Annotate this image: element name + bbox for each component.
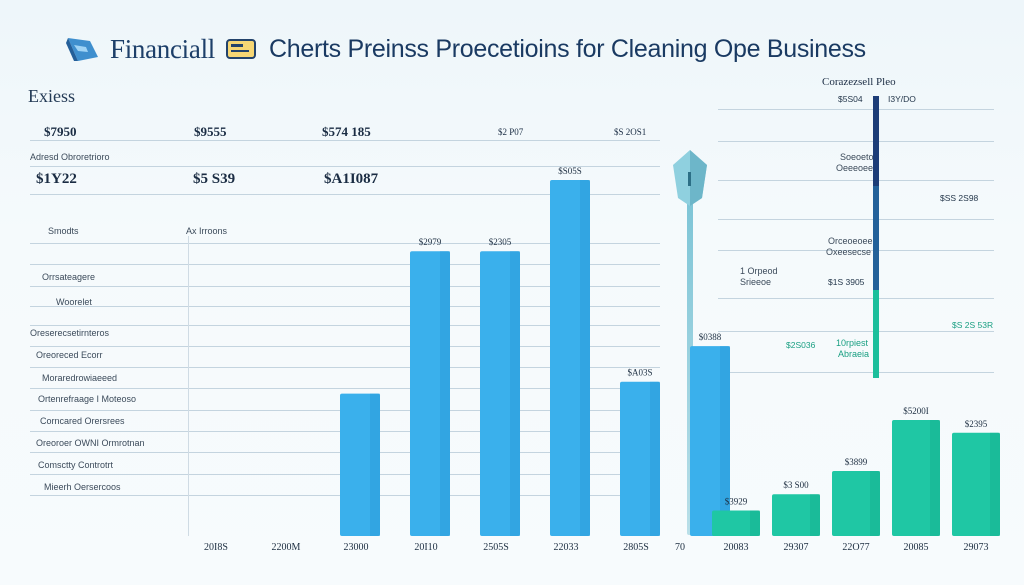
right-label: $1S 3905: [828, 277, 865, 287]
bar: [772, 494, 820, 536]
section-heading: Exiess: [28, 86, 75, 106]
right-tag: $5S04: [838, 94, 863, 104]
bar: [480, 251, 520, 536]
bar: [620, 381, 660, 536]
bar: [690, 346, 730, 536]
bar: [952, 432, 1000, 536]
right-label: $SS 2S98: [940, 193, 979, 203]
row2-value: $1Y22: [36, 171, 77, 187]
page-title: Cherts Preinss Proecetioins for Cleaning…: [268, 34, 866, 63]
right-label: 1 Orpeod: [740, 266, 778, 276]
row-label: Orrsateagere: [42, 272, 96, 282]
x-tick-label: 23000: [344, 542, 369, 553]
x-tick-label: 20I8S: [204, 542, 228, 553]
row1-value: $9555: [194, 124, 227, 139]
row1-note: Adresd Obroretrioro: [30, 152, 110, 162]
bar: [550, 180, 590, 536]
bar-value-label: $2305: [489, 237, 512, 247]
bar-value-label: $2395: [965, 419, 988, 429]
row1-value: $S 2OS1: [614, 127, 647, 137]
bar-shade: [440, 251, 450, 536]
row1-value: $7950: [44, 124, 77, 139]
x-tick-label: 22O77: [842, 542, 869, 553]
right-tag: I3Y/DO: [888, 94, 916, 104]
x-tick-label: 2805S: [623, 542, 649, 553]
bar: [832, 471, 880, 536]
bar-shade: [810, 494, 820, 536]
chart-title-row: Financiall Cherts Preinss Proecetioins f…: [62, 28, 866, 70]
bar-value-label: $0388: [699, 332, 722, 342]
bar-shade: [870, 471, 880, 536]
bar: [340, 393, 380, 536]
bar-value-label: $2979: [419, 237, 442, 247]
card-icon: [225, 39, 256, 59]
bar-value-label: $3929: [725, 496, 748, 506]
right-label: Abraeia: [838, 349, 870, 359]
bar-shade: [990, 432, 1000, 536]
finance-logo-icon: [66, 38, 98, 61]
right-label: Oxeesecse: [826, 247, 872, 257]
row-label: Mieerh Oersercoos: [44, 482, 121, 492]
bar-shade: [510, 251, 520, 536]
row-label: Corncared Orersrees: [40, 416, 125, 426]
bar: [712, 510, 760, 536]
right-panel-title: Corazezsell Pleo: [822, 76, 896, 88]
bar: [892, 420, 940, 536]
bar-shade: [370, 393, 380, 536]
right-label: Orceoeoee: [828, 236, 873, 246]
bar-value-label: $A03S: [627, 368, 652, 378]
row-label: Oreoreced Ecorr: [36, 350, 103, 360]
bar-value-label: $S05S: [558, 166, 582, 176]
x-tick-label: 2505S: [483, 542, 509, 553]
right-label: 10rpiest: [836, 338, 869, 348]
bar-value-label: $5200I: [903, 406, 929, 416]
bar-shade: [720, 346, 730, 536]
sub-header: Smodts: [48, 226, 79, 236]
x-tick-label: 20083: [724, 542, 749, 553]
row-label: Oreoroer OWNI Ormrotnan: [36, 438, 145, 448]
row2-value: $A1I087: [324, 171, 379, 187]
x-tick-label: 70: [675, 542, 685, 553]
row-label: Comsctty Controtrt: [38, 460, 114, 470]
bar-shade: [750, 510, 760, 536]
x-tick-label: 29073: [964, 542, 989, 553]
bar-value-label: $3899: [845, 457, 868, 467]
bar: [410, 251, 450, 536]
row1-value: $2 P07: [498, 127, 524, 137]
bar-shade: [650, 381, 660, 536]
bar-shade: [580, 180, 590, 536]
x-tick-label: 29307: [784, 542, 809, 553]
row-label: Ortenrefraage I Moteoso: [38, 394, 137, 404]
row-label: Woorelet: [56, 297, 92, 307]
row-label: Oreserecsetirnteros: [30, 328, 110, 338]
bar-value-label: $3 S00: [783, 480, 809, 490]
title-prefix: Financiall: [110, 33, 215, 64]
bar-shade: [930, 420, 940, 536]
row-label: Moraredrowiaeeed: [42, 373, 118, 383]
right-label: Soeoeto: [840, 152, 874, 162]
row1-value: $574 185: [322, 124, 371, 139]
sub-header: Ax Irroons: [186, 226, 228, 236]
x-tick-label: 22033: [554, 542, 579, 553]
x-tick-label: 2200M: [272, 542, 301, 553]
x-tick-label: 20I10: [414, 542, 437, 553]
right-label: $S 2S 53R: [952, 320, 994, 330]
right-label: Srieeoe: [740, 277, 772, 287]
right-label: $2S036: [786, 340, 816, 350]
x-tick-label: 20085: [904, 542, 929, 553]
row2-value: $5 S39: [193, 171, 236, 187]
right-label: Oeeeoee: [836, 163, 874, 173]
